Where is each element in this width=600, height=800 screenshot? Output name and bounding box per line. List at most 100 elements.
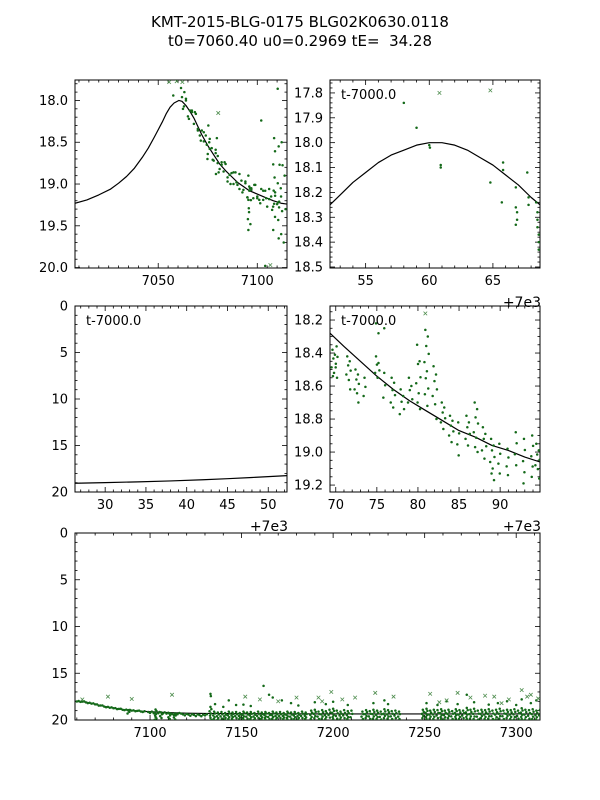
- data-point: [461, 709, 465, 712]
- data-point: [416, 362, 420, 366]
- data-point: [481, 426, 485, 429]
- data-point: [416, 401, 419, 404]
- x-marker: [391, 694, 396, 699]
- data-point: [422, 710, 425, 714]
- data-point: [480, 449, 484, 452]
- data-point: [205, 143, 209, 147]
- x-marker: [320, 699, 325, 704]
- data-point: [483, 457, 486, 460]
- data-point: [510, 711, 513, 714]
- y-tick-label: 20: [51, 486, 68, 501]
- data-point: [209, 716, 212, 720]
- data-point: [267, 711, 271, 715]
- data-point: [515, 218, 519, 222]
- data-point: [465, 693, 469, 696]
- data-point: [447, 434, 451, 437]
- data-point: [376, 711, 380, 714]
- data-point: [213, 702, 217, 706]
- data-point: [235, 716, 238, 720]
- data-point: [259, 187, 263, 191]
- data-point: [411, 398, 414, 401]
- data-point: [332, 357, 335, 360]
- figure-subtitle: t0=7060.40 u0=0.2969 tE= 34.28: [167, 32, 433, 50]
- data-point: [215, 136, 219, 140]
- data-point: [363, 376, 366, 380]
- data-point: [228, 712, 231, 715]
- data-point: [317, 717, 321, 720]
- data-point: [456, 702, 459, 706]
- data-point: [183, 90, 186, 94]
- data-point: [493, 455, 496, 459]
- data-point: [263, 264, 267, 268]
- data-point: [364, 708, 368, 712]
- x-tick-label: 65: [485, 274, 502, 289]
- data-point: [394, 716, 398, 720]
- data-point: [377, 361, 380, 365]
- data-point: [444, 716, 447, 719]
- data-point: [433, 379, 436, 383]
- data-point: [207, 124, 210, 127]
- data-point: [279, 716, 282, 720]
- data-point: [355, 378, 358, 381]
- data-point: [486, 712, 490, 716]
- data-point: [423, 393, 427, 396]
- data-point: [259, 119, 263, 122]
- data-point: [187, 117, 191, 121]
- data-point: [395, 711, 398, 715]
- data-point: [512, 713, 515, 716]
- data-point: [252, 718, 256, 720]
- data-point: [454, 717, 458, 720]
- data-point: [172, 94, 175, 97]
- data-point: [514, 186, 518, 189]
- data-point: [498, 714, 502, 718]
- data-point: [335, 709, 339, 712]
- x-marker: [216, 110, 221, 116]
- data-point: [426, 709, 429, 713]
- x-marker: [353, 695, 358, 700]
- data-point: [451, 717, 454, 720]
- time-offset-annotation: t-7000.0: [341, 88, 396, 103]
- data-point: [453, 711, 457, 715]
- data-point: [457, 717, 461, 720]
- data-point: [332, 709, 336, 713]
- data-point: [513, 715, 517, 719]
- data-point: [226, 180, 229, 183]
- outlier-markers: [167, 80, 273, 268]
- data-point: [538, 458, 540, 462]
- data-point: [313, 700, 317, 704]
- data-point: [418, 407, 422, 411]
- data-point: [464, 437, 467, 441]
- data-point: [112, 706, 115, 710]
- y-tick-label: 18.2: [294, 186, 323, 201]
- data-point: [252, 196, 255, 200]
- data-point: [331, 717, 335, 720]
- data-point: [429, 711, 433, 714]
- data-point: [490, 472, 493, 475]
- data-point: [391, 388, 394, 392]
- data-point: [516, 709, 520, 712]
- data-point: [334, 366, 337, 369]
- data-point: [324, 709, 328, 713]
- data-point: [495, 715, 498, 719]
- data-point: [402, 407, 406, 411]
- data-point: [374, 713, 378, 717]
- data-point: [473, 445, 477, 449]
- data-point: [466, 708, 469, 712]
- data-point: [535, 709, 538, 712]
- time-offset-annotation: t-7000.0: [341, 314, 396, 329]
- data-point: [435, 417, 438, 421]
- data-point: [501, 168, 505, 172]
- data-point: [466, 444, 470, 447]
- data-point: [200, 129, 204, 132]
- y-tick-label: 19.2: [294, 479, 323, 494]
- data-layer: [330, 311, 540, 485]
- data-point: [276, 87, 279, 91]
- data-point: [230, 171, 233, 175]
- data-point: [477, 712, 480, 715]
- data-point: [428, 146, 432, 149]
- data-point: [222, 705, 225, 709]
- data-point: [270, 208, 274, 212]
- data-point: [276, 181, 280, 185]
